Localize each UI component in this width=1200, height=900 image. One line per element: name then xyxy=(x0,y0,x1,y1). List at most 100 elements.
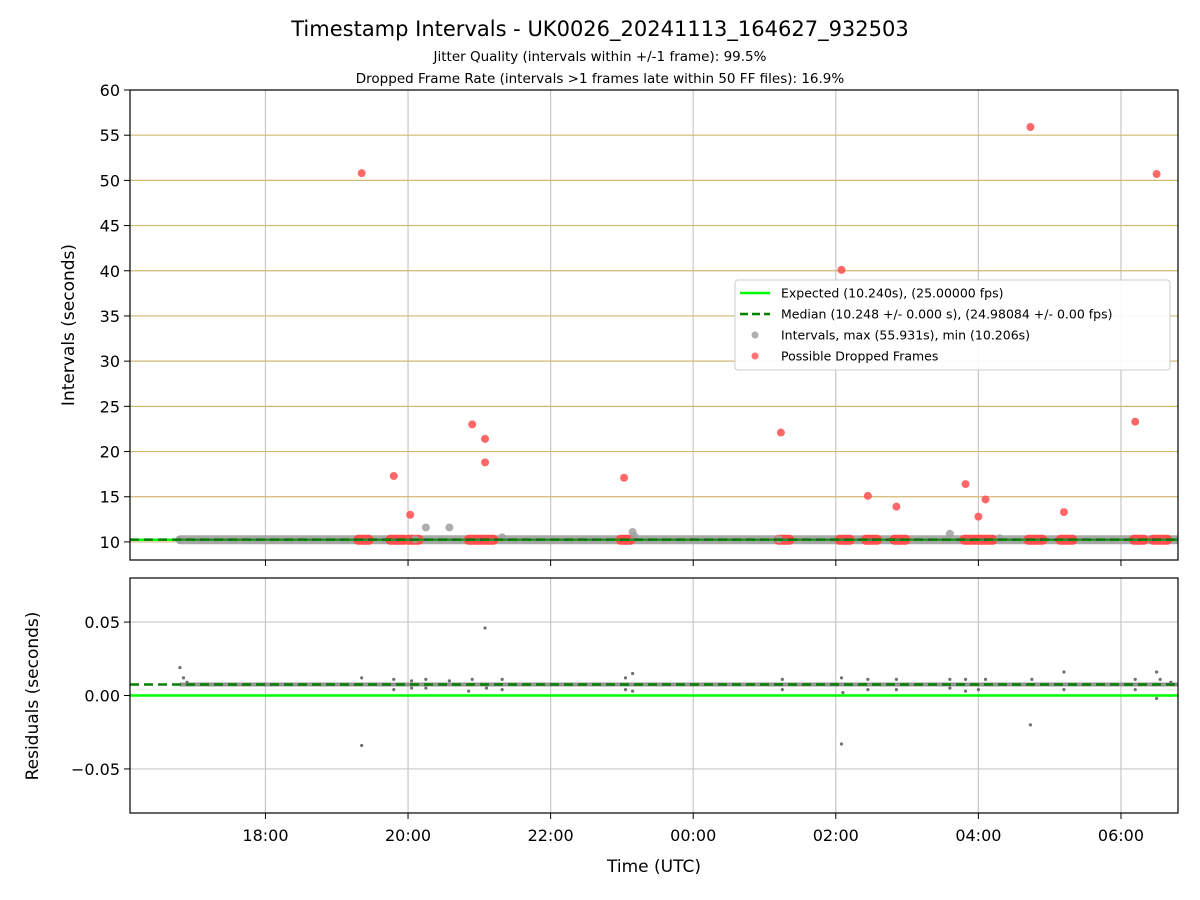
dropped-frame-point xyxy=(389,471,398,480)
dropped-frame-point xyxy=(1026,123,1035,132)
legend-box xyxy=(734,279,1171,371)
residual-point xyxy=(1155,670,1159,674)
residual-point xyxy=(866,688,870,692)
y-tick-label: −0.05 xyxy=(71,760,120,779)
chart-title: Timestamp Intervals - UK0026_20241113_16… xyxy=(290,17,909,42)
y-tick-label: 20 xyxy=(100,443,120,462)
residual-point xyxy=(484,686,489,690)
residuals-y-axis-label: Residuals (seconds) xyxy=(23,612,43,781)
chart-subtitle-dropped-rate: Dropped Frame Rate (intervals >1 frames … xyxy=(356,71,845,87)
dropped-frame-point xyxy=(863,491,872,500)
x-tick-label: 20:00 xyxy=(385,826,431,845)
dropped-frame-point xyxy=(481,434,490,443)
residual-point xyxy=(623,676,628,680)
residual-point xyxy=(1155,696,1159,701)
intervals-plot-area xyxy=(130,90,1178,560)
y-tick-label: 15 xyxy=(100,488,120,507)
residual-point xyxy=(839,676,844,680)
residual-point xyxy=(1062,670,1066,674)
dropped-frame-point xyxy=(776,428,785,437)
y-tick-label: 30 xyxy=(100,352,120,371)
legend-entry-label: Median (10.248 +/- 0.000 s), (24.98084 +… xyxy=(781,307,1112,322)
residual-point xyxy=(841,690,845,695)
residual-point xyxy=(410,679,414,683)
legend-swatch-marker xyxy=(751,352,759,360)
dropped-frame-point xyxy=(837,265,846,274)
panel-frame xyxy=(129,577,1179,814)
residuals-panel: −0.05 0.00 0.05 xyxy=(71,577,1179,819)
dropped-frame-point xyxy=(961,480,970,489)
interval-point xyxy=(421,523,430,532)
residual-point xyxy=(392,677,396,681)
legend-swatch-marker xyxy=(751,331,759,339)
residual-point xyxy=(1028,723,1033,727)
y-tick-label: 0.05 xyxy=(84,613,120,632)
residual-point xyxy=(780,677,784,681)
y-tick-label: 0.00 xyxy=(84,687,120,706)
y-tick-label: 40 xyxy=(100,262,120,281)
dropped-frame-point xyxy=(892,502,901,511)
interval-point xyxy=(945,529,954,538)
y-tick-label: 55 xyxy=(100,126,120,145)
residual-point xyxy=(185,680,189,684)
residual-point xyxy=(1133,688,1137,692)
dropped-frame-point xyxy=(1131,417,1140,426)
x-tick-label: 04:00 xyxy=(955,826,1001,845)
x-tick-label: 06:00 xyxy=(1098,826,1144,845)
residual-point xyxy=(360,676,364,680)
panel-frame xyxy=(129,89,1179,561)
residual-point xyxy=(1062,688,1066,692)
intervals-panel: 10 15 20 25 30 35 40 45 50 55 60 xyxy=(100,81,1179,566)
y-tick-label: 25 xyxy=(100,397,120,416)
legend-entry-label: Possible Dropped Frames xyxy=(781,349,938,364)
interval-point xyxy=(995,534,1004,543)
residual-point xyxy=(1169,680,1173,684)
x-tick-label: 22:00 xyxy=(528,826,574,845)
y-tick-label: 35 xyxy=(100,307,120,326)
legend: Expected (10.240s), (25.00000 fps) Median… xyxy=(734,279,1171,371)
dropped-frame-point xyxy=(1152,170,1161,179)
legend-entry-label: Expected (10.240s), (25.00000 fps) xyxy=(781,286,1003,301)
residual-point xyxy=(424,677,428,681)
interval-point xyxy=(445,523,454,532)
residual-point xyxy=(894,677,898,681)
dropped-frame-point xyxy=(468,420,477,429)
residual-point xyxy=(963,689,968,693)
residual-point xyxy=(1133,677,1137,681)
residual-point xyxy=(360,743,364,748)
residual-point xyxy=(631,689,635,693)
x-tick-label: 00:00 xyxy=(670,826,716,845)
residual-point xyxy=(623,688,628,692)
legend-entry-label: Intervals, max (55.931s), min (10.206s) xyxy=(781,328,1030,343)
chart-subtitle-jitter: Jitter Quality (intervals within +/-1 fr… xyxy=(433,49,767,65)
intervals-y-axis-label: Intervals (seconds) xyxy=(59,244,79,406)
residual-point xyxy=(839,742,844,746)
residual-point xyxy=(983,677,988,681)
residual-point xyxy=(780,688,784,692)
residual-point xyxy=(948,677,952,681)
residual-point xyxy=(963,677,968,681)
residual-point xyxy=(500,677,504,681)
y-tick-label: 45 xyxy=(100,217,120,236)
residual-point xyxy=(1030,677,1034,681)
dropped-frame-point xyxy=(357,169,366,178)
residual-point xyxy=(447,679,451,683)
y-tick-label: 50 xyxy=(100,171,120,190)
residual-point xyxy=(948,686,952,690)
residual-point xyxy=(424,686,428,690)
dropped-frame-point xyxy=(406,510,415,519)
residual-point xyxy=(976,688,980,692)
residual-point xyxy=(470,677,474,681)
time-axis: 18:00 20:00 22:00 00:00 02:00 04:00 06:00 xyxy=(242,826,1144,845)
residual-point xyxy=(178,665,182,670)
residual-point xyxy=(500,688,504,692)
y-tick-label: 10 xyxy=(100,533,120,552)
dropped-frame-point xyxy=(981,495,990,504)
residual-point xyxy=(410,686,414,690)
residual-point xyxy=(467,689,471,693)
residual-point xyxy=(483,626,487,630)
x-tick-label: 02:00 xyxy=(813,826,859,845)
residual-point xyxy=(392,688,396,692)
x-tick-label: 18:00 xyxy=(242,826,288,845)
residual-point xyxy=(631,671,635,676)
